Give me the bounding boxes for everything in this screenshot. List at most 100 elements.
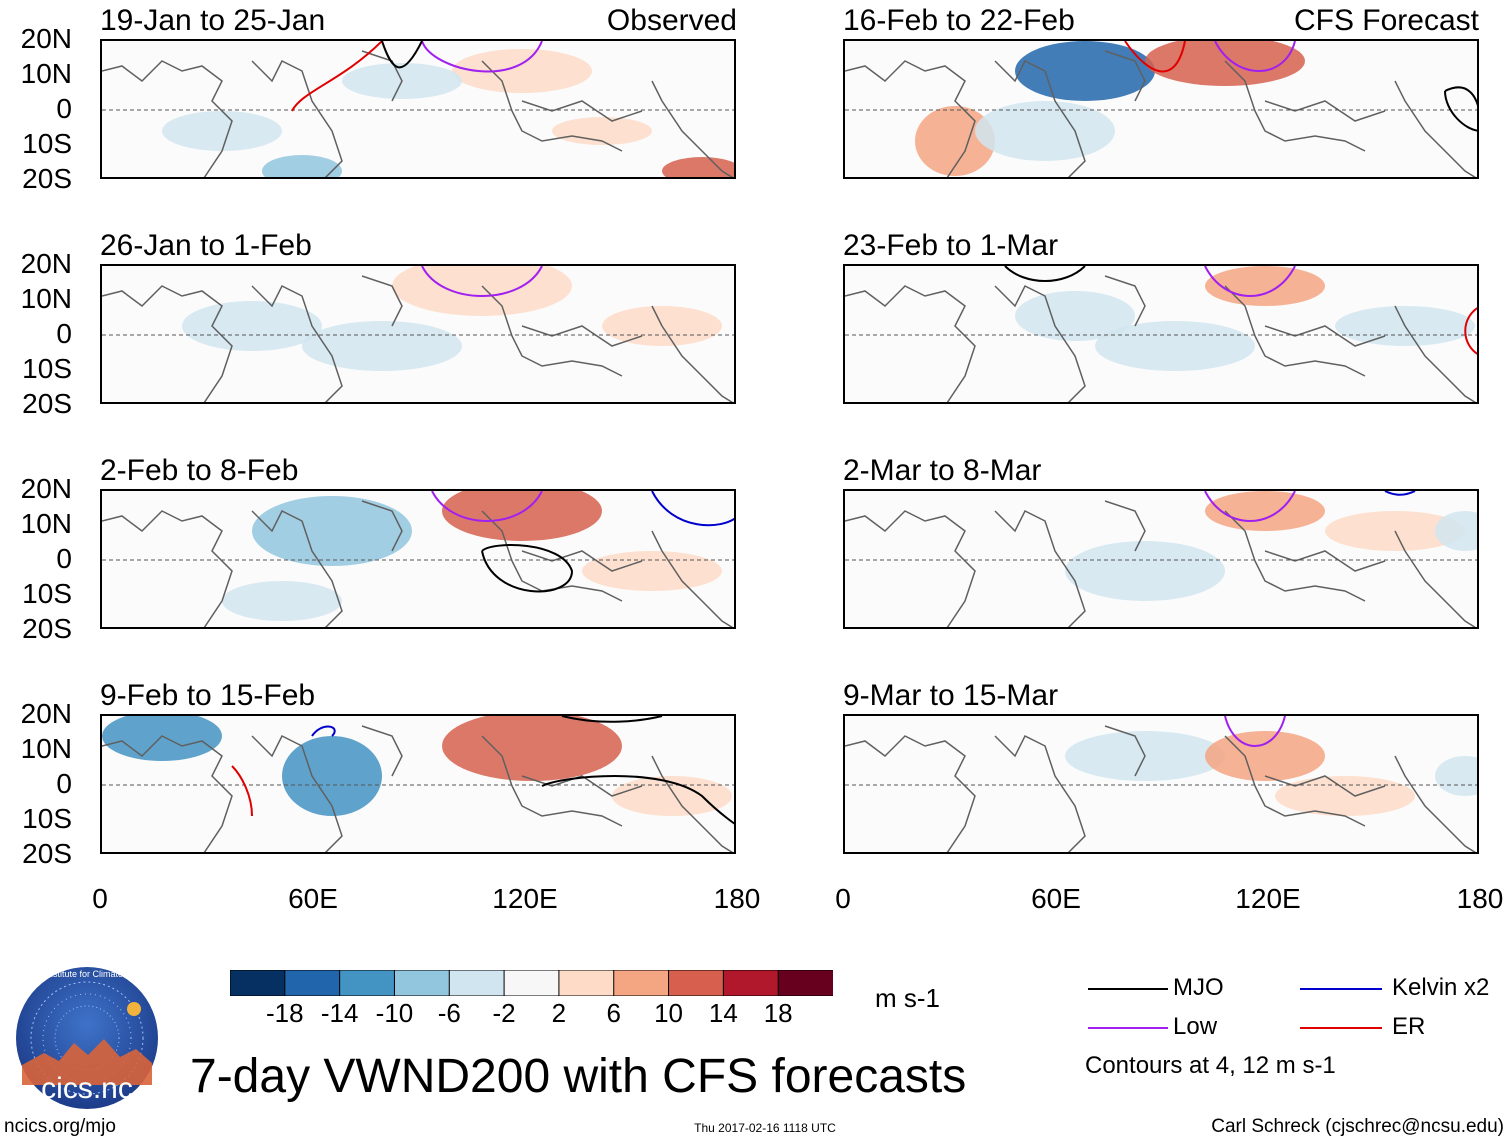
lat-label: 10N [20,58,72,89]
colorbar-tick-label: -10 [375,998,414,1028]
wave-contour [1204,491,1296,522]
logo-text: cics.nc [41,1072,133,1105]
colorbar-tick-label: -14 [320,998,359,1028]
panel-title-obs-4: 9-Feb to 15-Feb [100,679,316,712]
wave-contour [311,725,336,737]
coastline [102,275,734,402]
lat-label: 10S [22,803,72,834]
wind-anomaly-shading [1435,756,1477,796]
wind-anomaly-shading [1205,731,1325,781]
wind-anomaly-shading [282,736,382,816]
lon-label-120e-left: 120E [492,883,558,914]
wind-anomaly-shading [1015,41,1155,101]
colorbar-tick-label: -18 [266,998,304,1028]
map-panel-fcst-4 [843,714,1479,854]
legend-label-low: Low [1173,1013,1218,1040]
wind-anomaly-shading [442,716,622,781]
colorbar [229,969,834,997]
wind-anomaly-shading [302,321,462,371]
map-field [845,491,1477,627]
colorbar-tick-label: 18 [763,998,793,1028]
map-panel-fcst-1 [843,39,1479,179]
wave-contour [1384,491,1416,496]
coastline [845,500,1477,627]
colorbar-swatch [284,969,341,997]
wind-anomaly-shading [1015,291,1135,341]
legend-swatch-er [1300,1027,1382,1029]
coastline [845,275,1477,402]
wind-anomaly-shading [262,155,342,177]
colorbar-tick-label: -2 [492,998,516,1028]
lat-label: 20N [20,23,72,54]
colorbar-swatch [448,969,506,997]
wave-contour [1214,41,1296,72]
lon-label-180-left: 180 [713,883,761,914]
wave-contour [651,491,734,527]
map-panel-obs-3 [100,489,736,629]
lat-label: 0 [56,318,72,349]
colorbar-tick-label: 2 [551,998,567,1028]
colorbar-swatch [339,969,396,997]
legend-note: Contours at 4, 12 m s-1 [1085,1052,1336,1079]
colorbar-tick-label: -6 [437,998,461,1028]
wind-anomaly-shading [662,157,734,177]
colorbar-swatch [613,969,670,997]
wave-contour [421,266,543,297]
wave-contour [421,41,543,73]
wave-contour [291,41,383,112]
footer-url[interactable]: ncics.org/mjo [4,1116,116,1137]
wave-contour [381,41,423,69]
colorbar-swatch [393,969,451,997]
lat-label: 20S [22,613,72,644]
lat-label: 20N [20,248,72,279]
wind-anomaly-shading [552,117,652,145]
lat-label: 0 [56,543,72,574]
wind-anomaly-shading [222,581,342,621]
panel-title-obs-3: 2-Feb to 8-Feb [100,454,299,487]
panel-title-fcst-3: 2-Mar to 8-Mar [843,454,1042,487]
footer-credit: Carl Schreck (cjschrec@ncsu.edu) [1211,1116,1504,1137]
lon-label-60e-right: 60E [1031,883,1081,914]
forecast-tag: CFS Forecast [1293,4,1479,37]
legend-label-mjo: MJO [1173,974,1224,1001]
wind-anomaly-shading [582,551,722,591]
wind-anomaly-shading [1275,776,1415,816]
coastline [102,50,734,177]
map-panel-obs-4 [100,714,736,854]
lon-label-60e-left: 60E [288,883,338,914]
wind-anomaly-shading [182,301,322,351]
lat-label: 10N [20,733,72,764]
lat-label: 20S [22,388,72,419]
cics-logo: Cooperative Institute for Climate and Sa… [0,965,180,1111]
wind-anomaly-shading [1435,511,1477,551]
wave-contour [431,491,543,522]
legend-swatch-kelvin [1300,988,1382,990]
colorbar-swatches [229,969,834,997]
map-panel-obs-2 [100,264,736,404]
wave-contour [1004,266,1086,282]
wind-anomaly-shading [1205,491,1325,531]
panel-title-fcst-4: 9-Mar to 15-Mar [843,679,1059,712]
legend-label-kelvin: Kelvin x2 [1392,974,1490,1001]
map-field [845,41,1477,177]
coastline [845,725,1477,852]
colorbar-swatch [777,969,834,997]
legend-swatch-mjo [1088,988,1168,990]
colorbar-tick-label: 14 [708,998,738,1028]
observed-tag: Observed [606,4,737,37]
colorbar-swatch [558,969,615,997]
wind-anomaly-shading [442,491,602,541]
map-field [102,716,734,852]
page-title: 7-day VWND200 with CFS forecasts [190,1050,967,1103]
map-panel-fcst-2 [843,264,1479,404]
lat-label: 0 [56,768,72,799]
cics-logo-graphic: Cooperative Institute for Climate and Sa… [0,967,180,1109]
lon-label-0-left: 0 [92,883,108,914]
legend-swatch-low [1088,1027,1168,1029]
panel-title-fcst-1: 16-Feb to 22-Feb [843,4,1075,37]
colorbar-swatch [503,969,560,997]
wave-contour [541,775,734,825]
map-field [102,491,734,627]
lat-label: 10S [22,353,72,384]
lat-label: 20N [20,698,72,729]
